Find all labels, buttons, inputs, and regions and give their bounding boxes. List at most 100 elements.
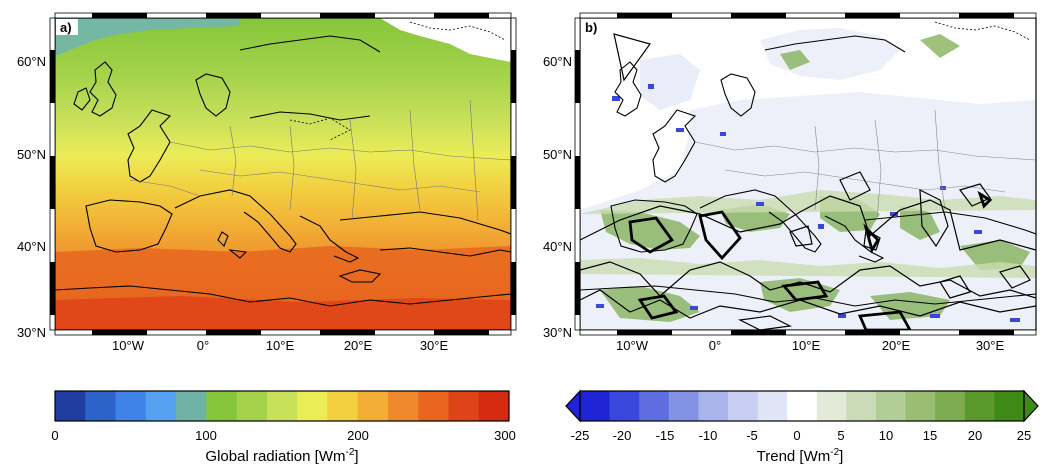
panel-a-dotted-coast (289, 21, 506, 141)
panel-b-lon-tick: 10°W (616, 338, 649, 353)
panel-b-colorbar-swatch (580, 391, 611, 421)
panel-a-colorbar-swatch (55, 391, 86, 421)
panel-b-cbar-tick: 5 (837, 428, 844, 443)
panel-a-lat-tick: 60°N (17, 54, 46, 69)
panel-b-colorbar-swatch (816, 391, 847, 421)
panel-a-label: a) (60, 20, 72, 35)
panel-b-cbar-tick: -25 (571, 428, 590, 443)
panel-b-frame-bars (574, 12, 1037, 336)
panel-a-cbar-tick: 100 (195, 428, 217, 443)
panel-a-colorbar-frame (54, 390, 510, 422)
panel-b-colorbar-swatch (609, 391, 640, 421)
panel-a-colorbar-swatch (145, 391, 177, 421)
panel-b-blue-flecks (596, 84, 1020, 322)
panel-b-label-bg (581, 19, 603, 35)
panel-a-colorbar-swatch (297, 391, 328, 421)
panel-a-coastlines (55, 35, 511, 307)
panel-b-colorbar-title-main: Trend [Wm (757, 448, 831, 465)
panel-b-colorbar-swatch (668, 391, 699, 421)
panel-a-colorbar-title: Global radiation [Wm-2] (205, 447, 358, 465)
panel-b-cbar-tick: 0 (793, 428, 800, 443)
panel-a-label-bg (56, 19, 78, 35)
panel-a-lon-tick: 10°E (266, 338, 295, 353)
panel-a-teal-patch (55, 18, 240, 56)
panel-b-label: b) (585, 20, 597, 35)
panel-a-borders (129, 99, 511, 221)
panel-b-colorbar-extend-high (1023, 389, 1039, 423)
panel-b-colorbar-swatch (964, 391, 995, 421)
panel-a-colorbar (55, 391, 510, 421)
panel-b-cbar-tick: -20 (613, 428, 632, 443)
panel-b-dotted-coast (934, 21, 1031, 41)
panel-a-colorbar-swatch (266, 391, 298, 421)
panel-b-colorbar-swatch (846, 391, 877, 421)
panel-b-colorbar-frame (579, 390, 1025, 422)
panel-a-colorbar-swatch (115, 391, 147, 421)
panel-b-cbar-tick: 25 (1017, 428, 1031, 443)
panel-b-colorbar-title-sup: -2 (830, 447, 839, 458)
panel-b-cbar-tick: 10 (879, 428, 893, 443)
panel-b-colorbar-swatch (728, 391, 759, 421)
panel-b-colorbar-swatch (698, 391, 729, 421)
panel-a-lat-tick: 30°N (17, 325, 46, 340)
panel-a-nodata (380, 18, 511, 62)
panel-b-colorbar-swatch (639, 391, 670, 421)
panel-b-colorbar-swatch (994, 391, 1025, 421)
panel-b-colorbar-swatch (757, 391, 788, 421)
panel-b-light-green (580, 190, 1036, 278)
panel-a-colorbar-swatch (206, 391, 238, 421)
panel-a-colorbar-swatch (387, 391, 419, 421)
panel-a: a) 60°N 50°N 40°N 30°N 10°W 0° 10°E 20°E… (17, 12, 517, 465)
panel-a-cbar-tick: 0 (51, 428, 58, 443)
panel-a-map (55, 18, 511, 330)
panel-a-colorbar-swatch (448, 391, 480, 421)
panel-a-colorbar-title-main: Global radiation [Wm (205, 448, 345, 465)
panel-b-cbar-tick: 15 (923, 428, 937, 443)
panel-a-colorbar-swatch (327, 391, 359, 421)
panel-a-cbar-tick: 300 (494, 428, 516, 443)
panel-a-colorbar-swatch (418, 391, 449, 421)
panel-b-lat-tick: 40°N (543, 239, 572, 254)
panel-b-cbar-tick: -5 (746, 428, 758, 443)
panel-b-lat-tick: 60°N (543, 54, 572, 69)
panel-a-lon-tick: 30°E (420, 338, 449, 353)
panel-a-colorbar-swatch (85, 391, 117, 421)
panel-b-cbar-tick: -10 (699, 428, 718, 443)
panel-b-contours-bold (628, 190, 993, 330)
panel-b-lon-tick: 10°E (792, 338, 821, 353)
panel-a-lon-tick: 10°W (112, 338, 145, 353)
panel-b-colorbar-title: Trend [Wm-2] (757, 447, 844, 465)
panel-a-colorbar-swatch (478, 391, 510, 421)
panel-b-colorbar-swatch (787, 391, 818, 421)
panel-a-cbar-tick: 200 (347, 428, 369, 443)
panel-b-lon-tick: 0° (709, 338, 721, 353)
panel-b-colorbar-swatch (905, 391, 936, 421)
panel-b-lon-tick: 20°E (882, 338, 911, 353)
panel-a-lat-tick: 40°N (17, 239, 46, 254)
panel-b-colorbar-swatch (876, 391, 907, 421)
panel-b-uk-tint (640, 54, 700, 110)
panel-a-colorbar-swatch (236, 391, 268, 421)
panel-a-colorbar-title-sup: -2 (345, 447, 354, 458)
panel-b-map (580, 18, 1036, 330)
panel-a-colorbar-swatch (176, 391, 207, 421)
panel-b-contours (580, 33, 1036, 330)
panel-b: b) 60°N 50°N 40°N 30°N 10°W 0° 10°E 20°E… (543, 12, 1039, 465)
panel-b-colorbar-extend-low (565, 389, 581, 423)
panel-b-lat-tick: 30°N (543, 325, 572, 340)
panel-b-cbar-tick: -15 (656, 428, 675, 443)
panel-b-colorbar-title-end: ] (839, 448, 843, 465)
panel-a-colorbar-title-end: ] (354, 448, 358, 465)
panel-b-lon-tick: 30°E (976, 338, 1005, 353)
panel-a-south-band-2 (55, 296, 511, 330)
panel-a-lon-tick: 20°E (344, 338, 373, 353)
panel-b-colorbar (580, 391, 1025, 421)
panel-b-colorbar-swatch (935, 391, 966, 421)
panel-b-lat-tick: 50°N (543, 147, 572, 162)
panel-a-lon-tick: 0° (197, 338, 209, 353)
panel-a-colorbar-swatch (357, 391, 389, 421)
panel-a-lat-tick: 50°N (17, 147, 46, 162)
panel-a-frame-bars (49, 12, 517, 336)
panel-b-cbar-tick: 20 (968, 428, 982, 443)
